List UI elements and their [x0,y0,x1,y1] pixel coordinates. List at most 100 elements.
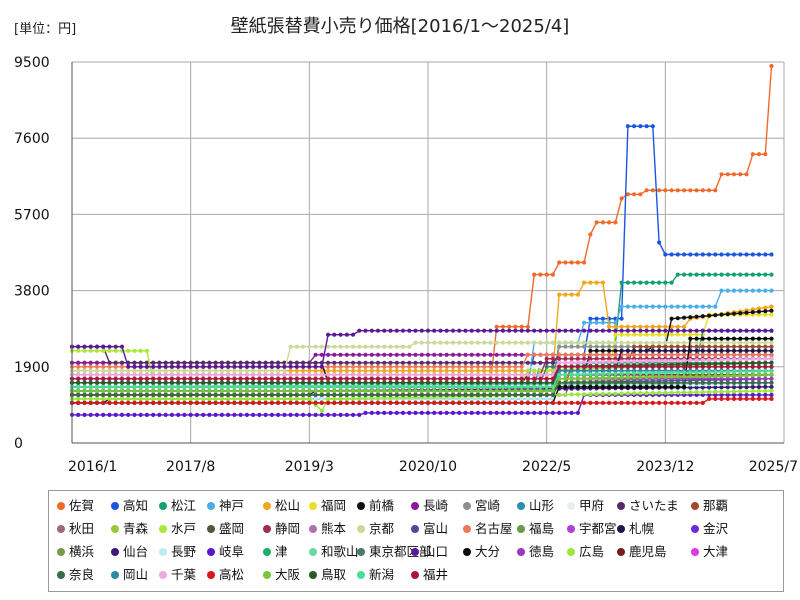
data-point [307,368,312,373]
data-point [101,360,106,365]
data-point [731,336,737,341]
data-point [713,376,718,381]
data-point [632,124,637,129]
data-point [450,410,456,415]
data-point [650,328,655,333]
data-point [382,364,387,369]
data-point [301,412,306,417]
data-point [713,313,718,318]
data-point [738,336,743,341]
data-point [207,396,212,401]
data-point [351,372,356,377]
data-point [731,357,737,362]
data-point [169,388,174,393]
data-point [632,332,637,337]
data-point [157,372,162,377]
data-point [750,328,755,333]
data-point [463,368,468,373]
data-point [594,280,599,285]
data-point [613,324,618,329]
data-point [276,388,281,393]
data-point [756,356,762,362]
data-point [107,368,112,373]
data-point [500,372,505,377]
data-point [313,368,318,373]
data-point [276,400,281,405]
data-point [388,410,393,415]
data-point [107,396,112,401]
data-point [488,340,493,345]
data-point [600,328,606,333]
data-point [351,392,356,397]
data-point [400,410,406,415]
data-point [707,357,712,363]
data-point [369,372,374,377]
data-point [432,372,437,377]
data-point [82,344,87,349]
data-point [563,292,568,297]
unit-label: [単位：円] [14,22,77,37]
data-point [507,392,512,397]
data-point [438,364,443,369]
data-point [575,360,581,365]
data-point [207,388,212,393]
data-point [500,328,505,333]
data-point [525,396,531,401]
data-point [151,392,156,397]
data-point [744,344,749,349]
data-point [663,400,668,405]
data-point [313,364,318,369]
data-point [294,392,299,397]
data-point [482,352,487,357]
data-point [94,348,100,353]
data-point [763,252,768,257]
data-point [107,412,112,417]
data-point [513,396,518,401]
data-point [82,364,87,369]
data-point [113,396,118,401]
data-point [669,304,674,309]
data-point [507,372,512,377]
data-point [731,272,737,277]
data-point [607,359,612,364]
data-point [488,352,493,357]
data-point [76,372,81,377]
data-point [369,364,374,369]
data-point [738,352,743,357]
data-point [744,172,749,177]
data-point [338,396,343,401]
data-point [607,368,612,373]
data-point [94,372,100,377]
data-point [294,364,299,369]
data-point [719,272,724,277]
data-point [569,344,574,349]
data-point [257,400,262,405]
data-point [388,364,393,369]
data-point [750,344,755,349]
data-point [176,412,181,417]
data-point [469,360,474,365]
data-point [432,392,437,397]
data-point [675,400,680,405]
data-point [144,360,149,365]
data-point [363,352,368,357]
data-point [307,344,312,349]
data-point [507,360,512,365]
data-point [575,292,581,297]
data-point [163,372,168,377]
data-point [88,344,93,349]
data-point [107,372,112,377]
data-point [407,344,412,349]
data-point [563,380,568,385]
data-point [519,410,524,415]
data-point [94,360,100,365]
data-point [319,364,324,369]
data-point [138,400,143,405]
data-point [769,388,774,393]
data-point [650,280,655,285]
data-point [332,332,337,337]
data-point [263,388,268,393]
data-point [650,188,655,193]
data-point [313,412,318,417]
data-point [644,280,649,285]
